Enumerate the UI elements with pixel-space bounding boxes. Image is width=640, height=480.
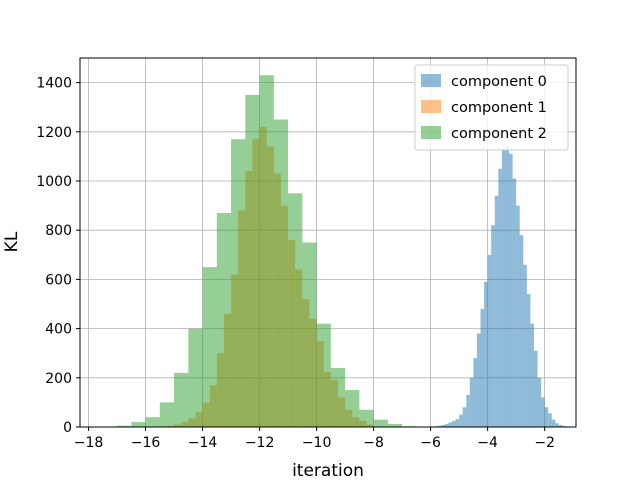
plot-frame	[79, 57, 577, 428]
histogram-bar	[519, 235, 524, 427]
axis-ticks: −18 −16 −14 −12 −10 −8 −6 −4 −2 0 200 400 600 800 1000…	[36, 76, 555, 451]
y-tick-label: 200	[45, 371, 72, 387]
y-tick-label: 800	[45, 223, 72, 239]
histogram-bar	[491, 225, 495, 427]
histogram-bar	[487, 254, 492, 427]
histogram-bar	[469, 377, 474, 427]
histogram-bar	[302, 242, 317, 427]
x-tick-label: −12	[245, 435, 275, 451]
histogram-bar	[245, 94, 260, 428]
y-tick-label: 600	[45, 272, 72, 288]
histogram-bar	[288, 193, 303, 427]
legend-box	[414, 64, 569, 151]
histogram-bar	[216, 212, 232, 427]
x-axis-title: iteration	[292, 461, 364, 480]
y-tick-label: 1000	[36, 174, 72, 190]
histogram-bar	[523, 264, 527, 427]
histogram-bar	[330, 367, 346, 427]
histogram-bar	[533, 350, 538, 427]
histogram-bar	[448, 422, 452, 427]
x-tick-label: −16	[131, 435, 161, 451]
histogram-bar	[455, 419, 460, 427]
y-tick-label: 1200	[36, 125, 72, 141]
histogram-bar	[345, 390, 360, 427]
series-2-bars	[117, 75, 417, 428]
histogram-bar	[512, 178, 517, 427]
legend-label-component-2: component 2	[451, 126, 547, 142]
histogram-bar	[437, 425, 442, 427]
histogram-bar	[537, 377, 542, 427]
x-tick-label: −6	[420, 435, 441, 451]
histogram-bar	[452, 420, 456, 427]
legend-swatch-component-2	[421, 126, 441, 139]
x-tick-label: −14	[188, 435, 218, 451]
histogram-bar	[387, 424, 403, 427]
histogram-bar	[501, 149, 506, 427]
histogram-bar	[526, 294, 531, 427]
histogram-bar	[259, 75, 274, 427]
histogram-bar	[498, 168, 502, 427]
histogram-bar	[231, 139, 246, 427]
x-tick-label: −4	[477, 435, 498, 451]
histogram-bar	[373, 419, 388, 427]
histogram-bar	[466, 395, 470, 427]
histogram-bar	[494, 195, 499, 427]
histogram-bar	[505, 146, 510, 427]
histogram-bar	[316, 323, 331, 427]
histogram-bar	[558, 425, 563, 427]
histogram-bars	[117, 75, 570, 428]
histogram-bar	[202, 267, 217, 427]
histogram-bar	[145, 417, 160, 427]
legend: component 0 component 1 component 2	[414, 64, 569, 151]
histogram-bar	[459, 414, 463, 427]
histogram-bar	[117, 425, 132, 427]
histogram-bar	[159, 402, 175, 427]
histogram-bar	[555, 423, 559, 427]
histogram-bar	[544, 407, 549, 427]
histogram-bar	[359, 409, 374, 427]
histogram-bar	[530, 323, 534, 427]
histogram-bar	[131, 422, 146, 427]
y-tick-label: 0	[63, 420, 72, 436]
x-tick-label: −10	[302, 435, 332, 451]
histogram-bar	[441, 425, 445, 427]
legend-swatch-component-0	[421, 74, 441, 87]
histogram-bar	[444, 424, 449, 427]
histogram-bar	[480, 308, 485, 427]
histogram-bar	[516, 205, 520, 427]
legend-swatch-component-1	[421, 100, 441, 113]
y-axis-title: KL	[2, 231, 22, 252]
x-tick-label: −8	[363, 435, 384, 451]
histogram-bar	[548, 413, 552, 427]
legend-label-component-1: component 1	[451, 100, 547, 116]
histogram-bar	[273, 119, 289, 427]
histogram-bar	[509, 153, 513, 427]
y-tick-label: 400	[45, 322, 72, 338]
histogram-bar	[484, 281, 488, 427]
histogram-bar	[551, 419, 556, 427]
y-tick-label: 1400	[36, 76, 72, 92]
histogram-bar	[462, 407, 467, 427]
series-0-bars	[430, 146, 570, 427]
histogram-bar	[473, 358, 477, 427]
histogram-bar	[174, 372, 189, 427]
x-tick-label: −2	[534, 435, 555, 451]
histogram-bar	[188, 328, 203, 427]
x-tick-label: −18	[74, 435, 104, 451]
histogram-bar	[541, 397, 545, 427]
histogram-bar	[476, 333, 481, 427]
legend-label-component-0: component 0	[451, 74, 547, 90]
